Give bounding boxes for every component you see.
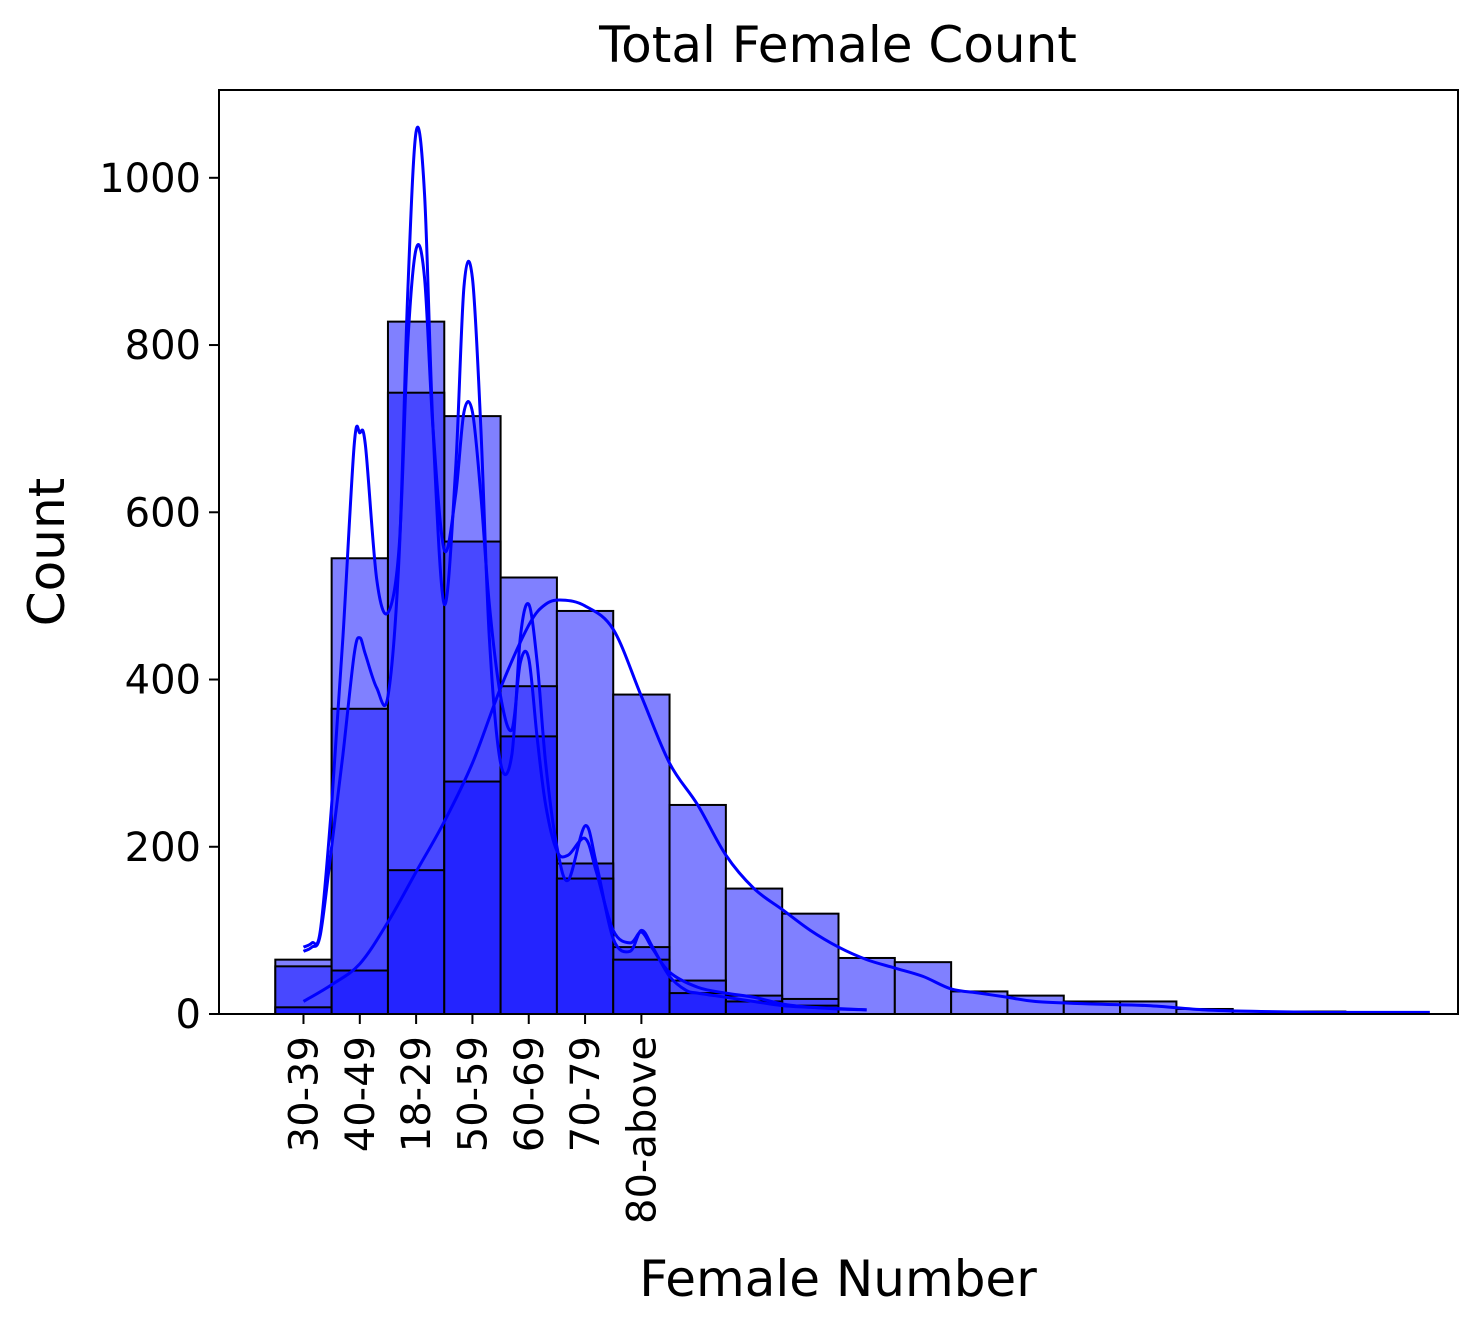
y-tick-label: 600 — [125, 490, 201, 536]
x-tick-label: 50-59 — [450, 1036, 496, 1152]
histogram-bar — [443, 780, 502, 1015]
y-tick-label: 0 — [176, 992, 201, 1038]
x-axis: 30-39 40-49 18-29 50-59 60-69 70-79 80-above — [281, 1014, 665, 1224]
histogram-bar — [274, 1006, 333, 1016]
histogram-bar — [386, 869, 446, 1016]
y-tick-label: 400 — [125, 658, 201, 704]
x-tick-label: 80-above — [619, 1036, 665, 1224]
y-tick-label: 200 — [125, 825, 201, 871]
x-tick-label: 60-69 — [507, 1036, 553, 1152]
x-tick-label: 40-49 — [338, 1036, 384, 1152]
histogram-bar — [330, 969, 389, 1015]
y-tick-label: 1000 — [99, 156, 201, 202]
histogram-bar — [612, 958, 671, 1015]
kde-curve — [302, 598, 1430, 1014]
kde-curves — [302, 125, 1430, 1014]
histogram-bars — [274, 320, 1403, 1016]
x-axis-label: Female Number — [639, 1250, 1037, 1308]
plot-frame — [218, 89, 1459, 1015]
y-axis-label: Count — [18, 478, 76, 627]
kde-curve — [302, 125, 867, 1012]
y-tick-label: 800 — [125, 323, 201, 369]
chart-title: Total Female Count — [598, 16, 1077, 74]
x-tick-label: 18-29 — [394, 1036, 440, 1152]
x-tick-label: 30-39 — [281, 1036, 327, 1152]
histogram-bar — [330, 707, 389, 1016]
y-axis: 0 200 400 600 800 1000 — [99, 156, 219, 1038]
x-tick-label: 70-79 — [563, 1036, 609, 1152]
